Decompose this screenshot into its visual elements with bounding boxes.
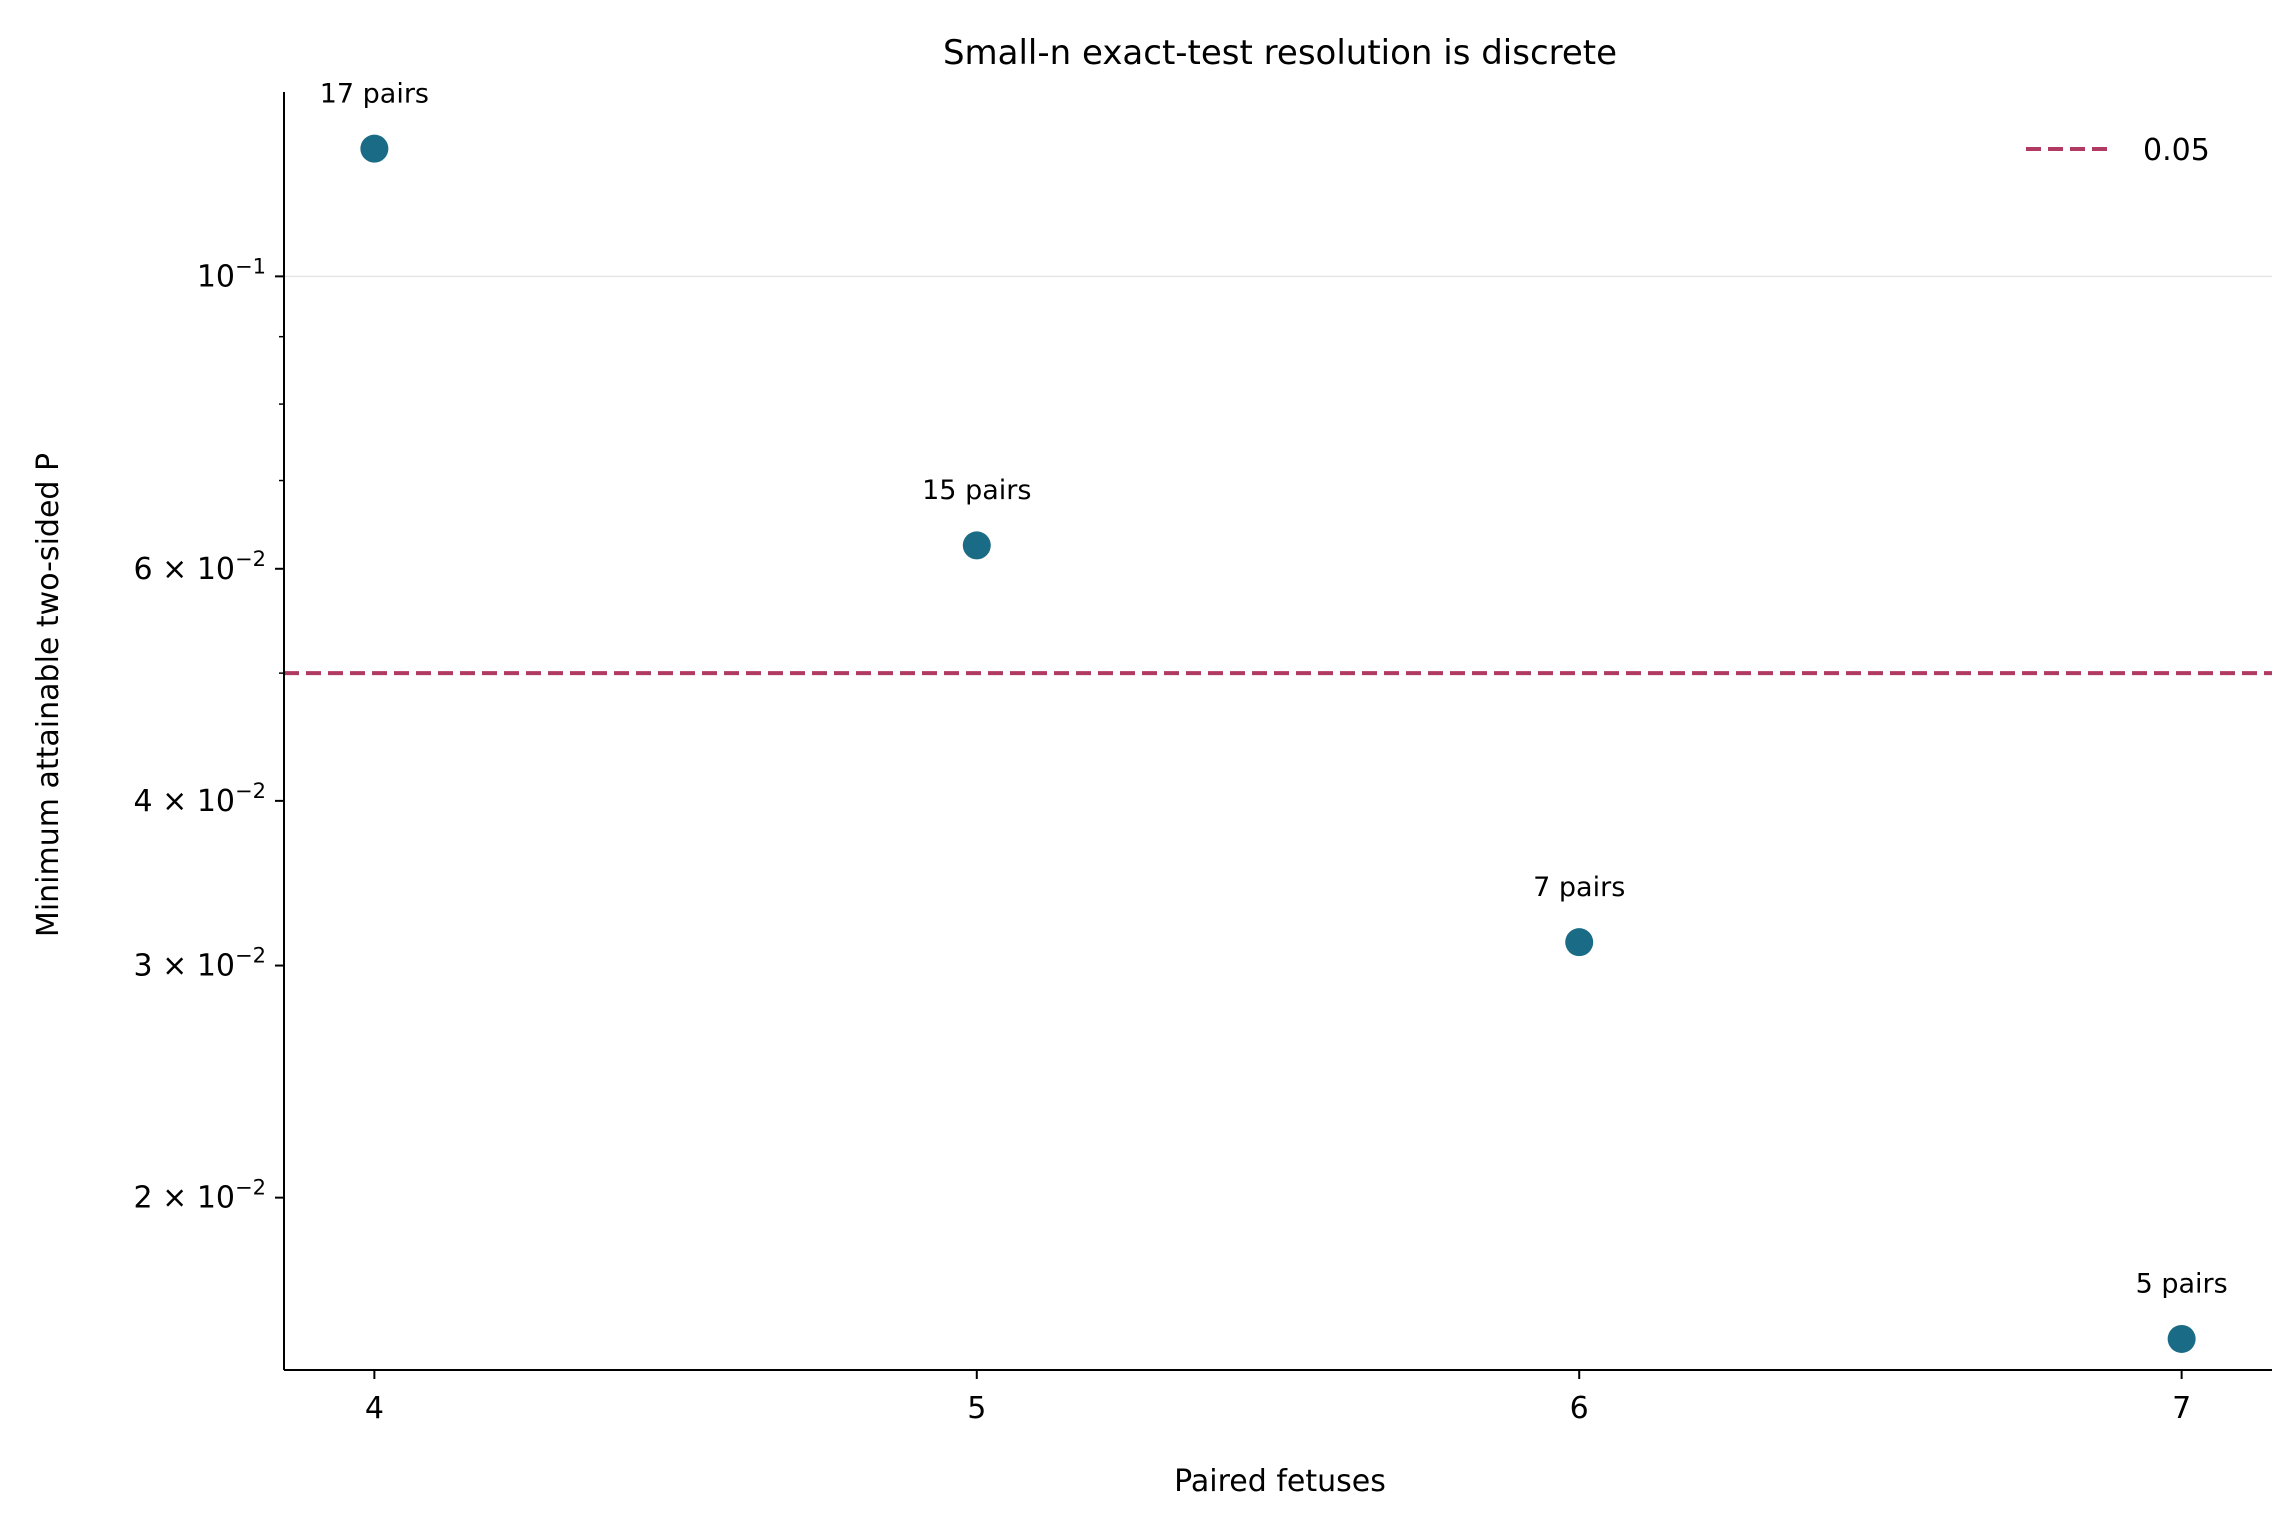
- y-axis-label: Minimum attainable two-sided P: [31, 453, 66, 937]
- points-layer: 17 pairs 15 pairs 7 pairs 5 pairs: [320, 78, 2228, 1353]
- y-tick-label: 2 × 10−2: [134, 1176, 266, 1216]
- x-tick-label: 7: [2172, 1391, 2191, 1426]
- x-axis-label: Paired fetuses: [1174, 1464, 1386, 1499]
- x-tick-label: 5: [967, 1391, 986, 1426]
- point-annotation: 15 pairs: [922, 475, 1031, 506]
- legend-label: 0.05: [2143, 133, 2210, 168]
- data-point: [2167, 1324, 2196, 1353]
- y-tick-label: 4 × 10−2: [134, 779, 266, 819]
- point-annotation: 5 pairs: [2136, 1269, 2228, 1300]
- x-tick-label: 4: [365, 1391, 384, 1426]
- axes-layer: 4 5 6 7 10−1 6 × 10−2 4 × 10−2 3 × 10−2 2 × 10−2: [134, 92, 2272, 1426]
- data-point: [1565, 928, 1594, 957]
- x-tick-label: 6: [1570, 1391, 1589, 1426]
- y-tick-label: 10−1: [197, 254, 266, 294]
- point-annotation: 17 pairs: [320, 78, 429, 109]
- y-tick-label: 3 × 10−2: [134, 944, 266, 984]
- y-tick-label: 6 × 10−2: [134, 547, 266, 587]
- legend: 0.05: [2026, 133, 2210, 168]
- data-point: [962, 531, 991, 560]
- point-annotation: 7 pairs: [1533, 872, 1625, 903]
- chart-title: Small-n exact-test resolution is discret…: [943, 33, 1617, 73]
- data-point: [360, 134, 389, 163]
